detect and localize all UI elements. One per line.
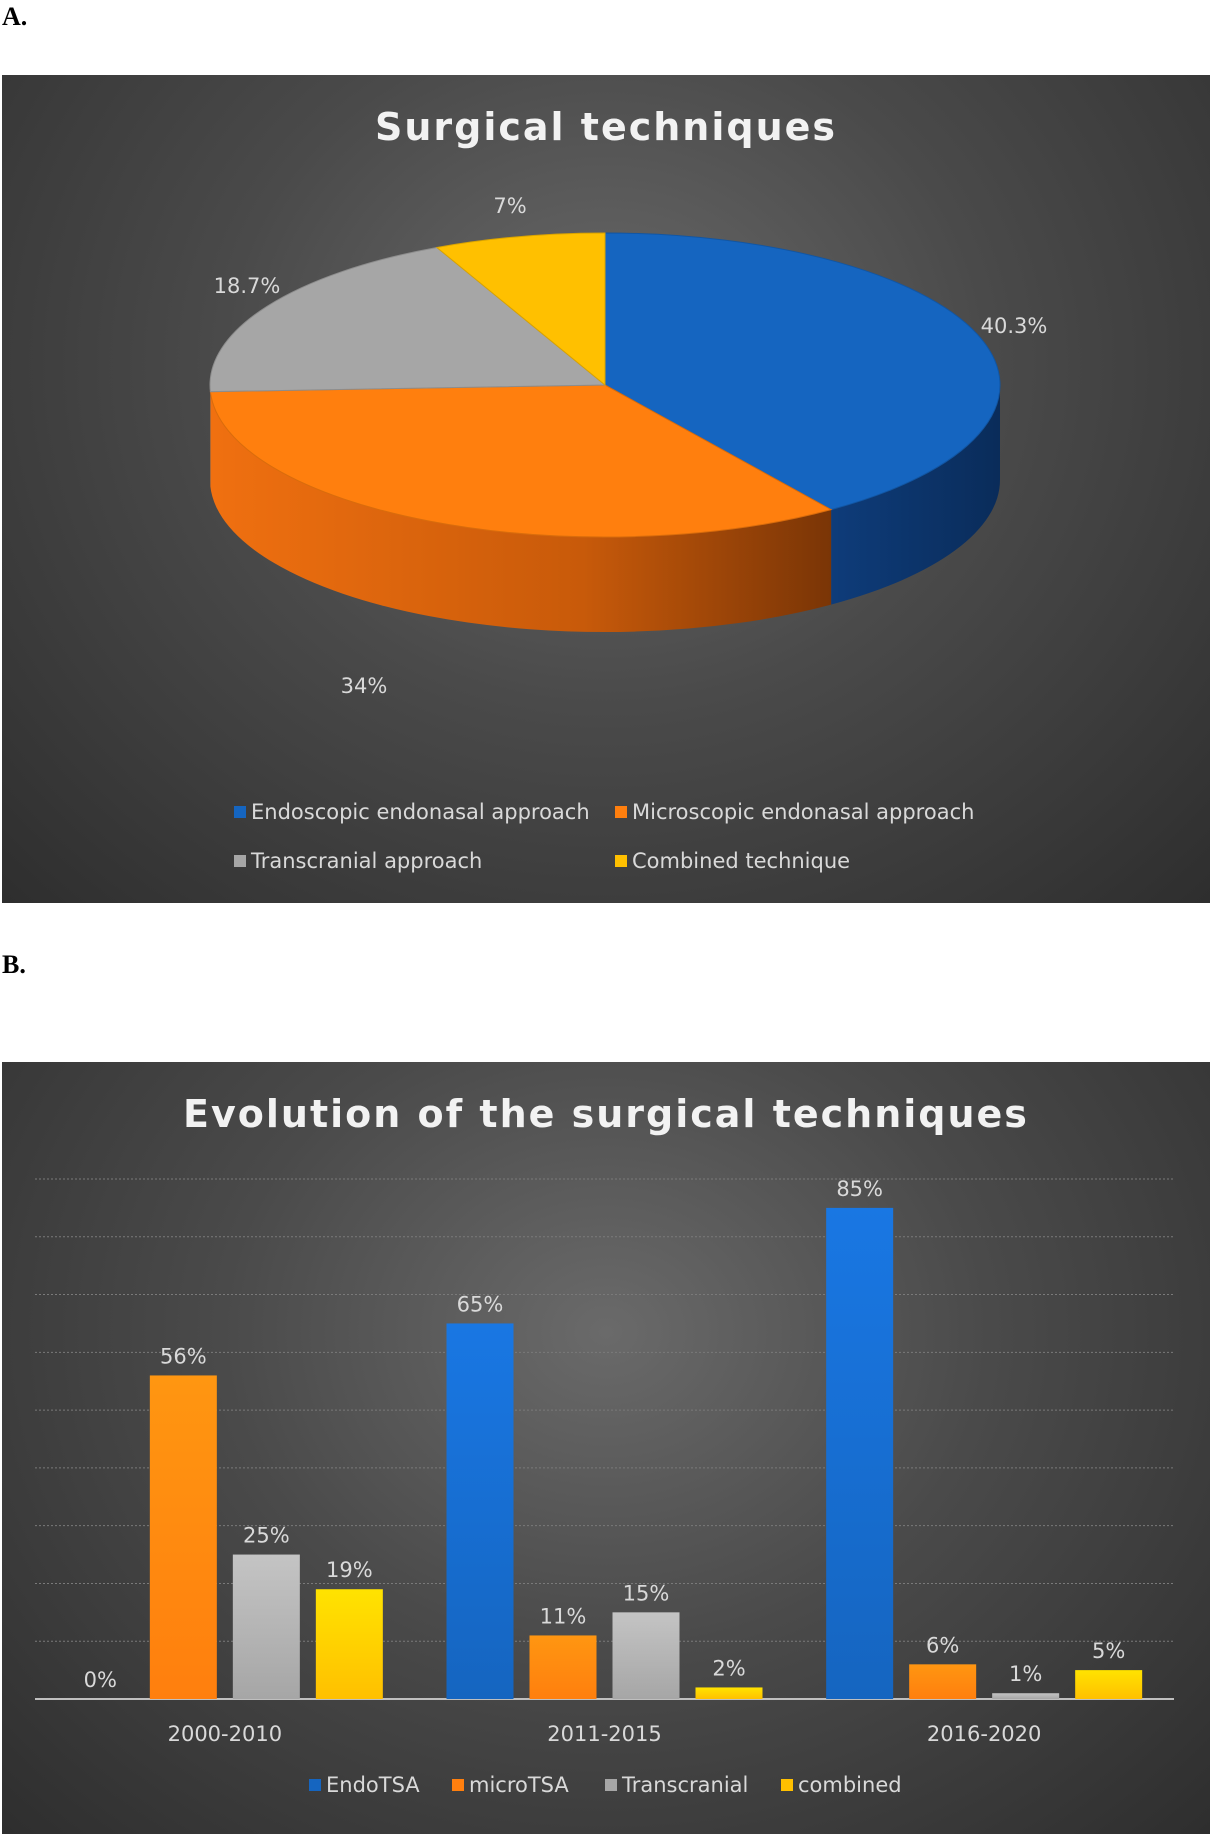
bar-chart-title: Evolution of the surgical techniques [183,1092,1029,1136]
legend-swatch-endoscopic [234,806,246,818]
bar-combined-2011-2015 [695,1687,763,1699]
pie-data-label-transcranial-approach: 18.7% [214,274,281,298]
pie-side-endoscopic-endonasal-approach [831,385,1000,605]
pie-slice-endoscopic-endonasal-approach [604,232,1001,511]
bar-transcranial-2011-2015 [612,1612,680,1699]
bar-data-label-combined-2016-2020: 5% [1092,1639,1125,1663]
legend-label-microscopic: Microscopic endonasal approach [632,800,975,824]
pie-chart-panel: Surgical techniques 40.3% 34% 18.7% 7% Endo… [2,75,1210,903]
bar-endotsa-2011-2015 [446,1323,514,1699]
panel-b-letter: B. [2,950,26,979]
legend-label-transcranial-bar: Transcranial [622,1773,749,1797]
bar-data-label-combined-2011-2015: 2% [712,1656,745,1680]
bar-endotsa-2016-2020 [826,1207,894,1699]
bar-data-label-microtsa-2011-2015: 11% [540,1604,587,1628]
legend-item-transcranial: Transcranial approach [234,849,482,873]
bar-microtsa-2016-2020 [909,1664,977,1699]
x-tick-label-2011-2015: 2011-2015 [547,1722,661,1746]
pie-slice-microscopic-endonasal-approach [209,384,833,538]
legend-swatch-microtsa [452,1779,464,1791]
pie-data-label-microscopic-endonasal-approach: 34% [341,674,388,698]
pie-data-label-combined-technique: 7% [493,194,526,218]
bar-microtsa-2011-2015 [529,1635,597,1699]
bar-data-label-transcranial-2000-2010: 25% [243,1524,290,1548]
legend-swatch-transcranial [234,855,246,867]
bar-data-label-combined-2000-2010: 19% [326,1558,373,1582]
legend-item-endoscopic: Endoscopic endonasal approach [234,800,590,824]
bar-microtsa-2000-2010 [149,1375,217,1699]
legend-swatch-endotsa [309,1779,321,1791]
pie-slice-combined-technique [435,232,606,387]
legend-item-microtsa: microTSA [452,1773,569,1797]
legend-item-microscopic: Microscopic endonasal approach [615,800,974,824]
legend-item-endotsa: EndoTSA [309,1773,420,1797]
pie-slice-transcranial-approach [209,246,607,393]
bar-data-label-microtsa-2016-2020: 6% [926,1633,959,1657]
bar-combined-2000-2010 [315,1589,383,1699]
bar-data-label-transcranial-2016-2020: 1% [1009,1662,1042,1686]
legend-item-combined: Combined technique [615,849,850,873]
legend-label-transcranial: Transcranial approach [251,849,483,873]
legend-item-transcranial-bar: Transcranial [605,1773,748,1797]
bar-chart-panel: Evolution of the surgical techniques 0% 5… [2,1062,1210,1834]
legend-label-microtsa: microTSA [469,1773,569,1797]
legend-label-combined-bar: combined [798,1773,902,1797]
bar-data-label-transcranial-2011-2015: 15% [623,1581,670,1605]
legend-swatch-combined [615,855,627,867]
bar-transcranial-2000-2010 [232,1554,300,1699]
pie-data-label-endoscopic-endonasal-approach: 40.3% [981,314,1048,338]
bar-transcranial-2016-2020 [992,1693,1060,1699]
bar-data-label-endotsa-2016-2020: 85% [836,1177,883,1201]
bar-legend: EndoTSA microTSA Transcranial combined [2,1062,1210,1834]
pie-chart-title: Surgical techniques [374,105,838,149]
x-tick-label-2016-2020: 2016-2020 [927,1722,1041,1746]
bar-data-label-endotsa-2000-2010: 0% [84,1668,117,1692]
bar-data-label-endotsa-2011-2015: 65% [457,1292,504,1316]
legend-label-endotsa: EndoTSA [326,1773,420,1797]
x-tick-label-2000-2010: 2000-2010 [168,1722,282,1746]
legend-swatch-transcranial-bar [605,1779,617,1791]
legend-swatch-microscopic [615,806,627,818]
pie-legend: Endoscopic endonasal approach Microscopi… [2,75,1210,903]
bar-combined-2016-2020 [1075,1670,1143,1699]
legend-item-combined-bar: combined [781,1773,902,1797]
pie-chart: 40.3% 34% 18.7% 7% [209,194,1048,698]
legend-label-combined: Combined technique [632,849,851,873]
bar-data-label-microtsa-2000-2010: 56% [160,1344,207,1368]
pie-side-microscopic-endonasal-approach [210,391,832,632]
panel-a-letter: A. [2,2,28,31]
legend-label-endoscopic: Endoscopic endonasal approach [251,800,590,824]
legend-swatch-combined-bar [781,1779,793,1791]
bar-chart: 0% 56% 25% 19% 65% 11% 15% 2% 85% 6% 1% 5% 2000-201… [35,1177,1174,1746]
